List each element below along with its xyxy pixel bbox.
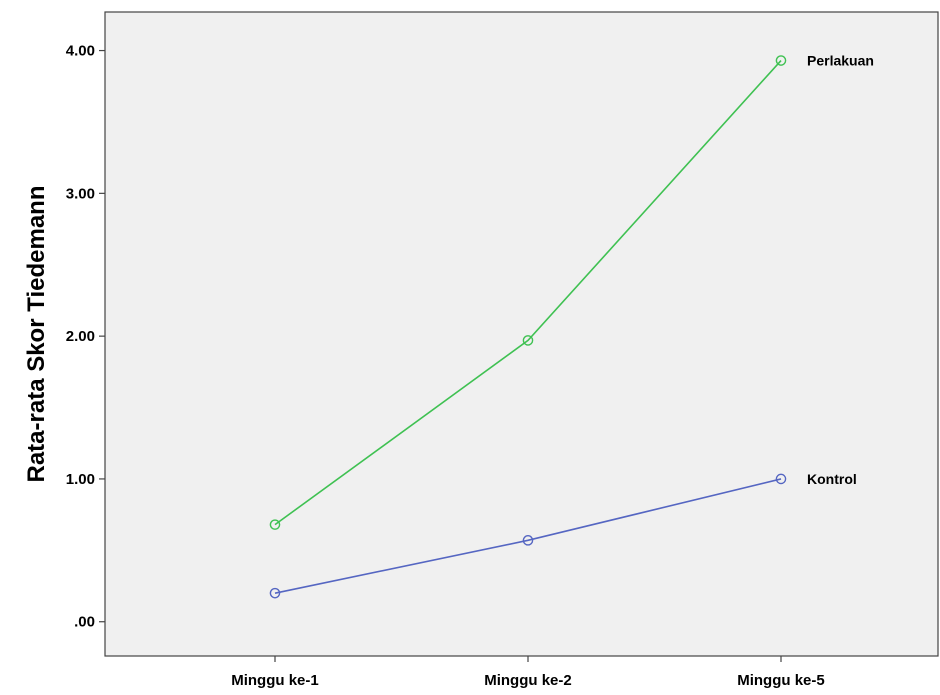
data-point	[269, 587, 281, 599]
series-line-kontrol	[274, 478, 782, 594]
y-tick-label: 4.00	[66, 43, 95, 60]
data-point	[775, 473, 787, 485]
plot-area	[104, 11, 939, 657]
x-tick-label: Minggu ke-5	[737, 672, 825, 689]
y-tick-label: 1.00	[66, 471, 95, 488]
data-point	[522, 335, 534, 346]
series-lines	[274, 60, 782, 594]
data-point	[269, 519, 281, 530]
data-point	[775, 55, 787, 66]
data-point	[522, 535, 534, 546]
x-tick-label: Minggu ke-2	[484, 672, 572, 689]
x-tick-label: Minggu ke-1	[231, 672, 319, 689]
series-label-perlakuan: Perlakuan	[807, 53, 874, 69]
series-label-kontrol: Kontrol	[807, 471, 857, 487]
x-axis: Minggu ke-1 Minggu ke-2 Minggu ke-5	[231, 656, 825, 689]
y-axis-title: Rata-rata Skor Tiedemann	[23, 186, 50, 483]
series-line-perlakuan	[274, 60, 782, 526]
series-points	[269, 55, 787, 599]
y-tick-label: .00	[74, 614, 95, 631]
y-tick-label: 3.00	[66, 185, 95, 202]
series-labels: Perlakuan Kontrol	[807, 53, 874, 487]
y-tick-label: 2.00	[66, 328, 95, 345]
y-axis: .00 1.00 2.00 3.00 4.00	[66, 43, 105, 631]
